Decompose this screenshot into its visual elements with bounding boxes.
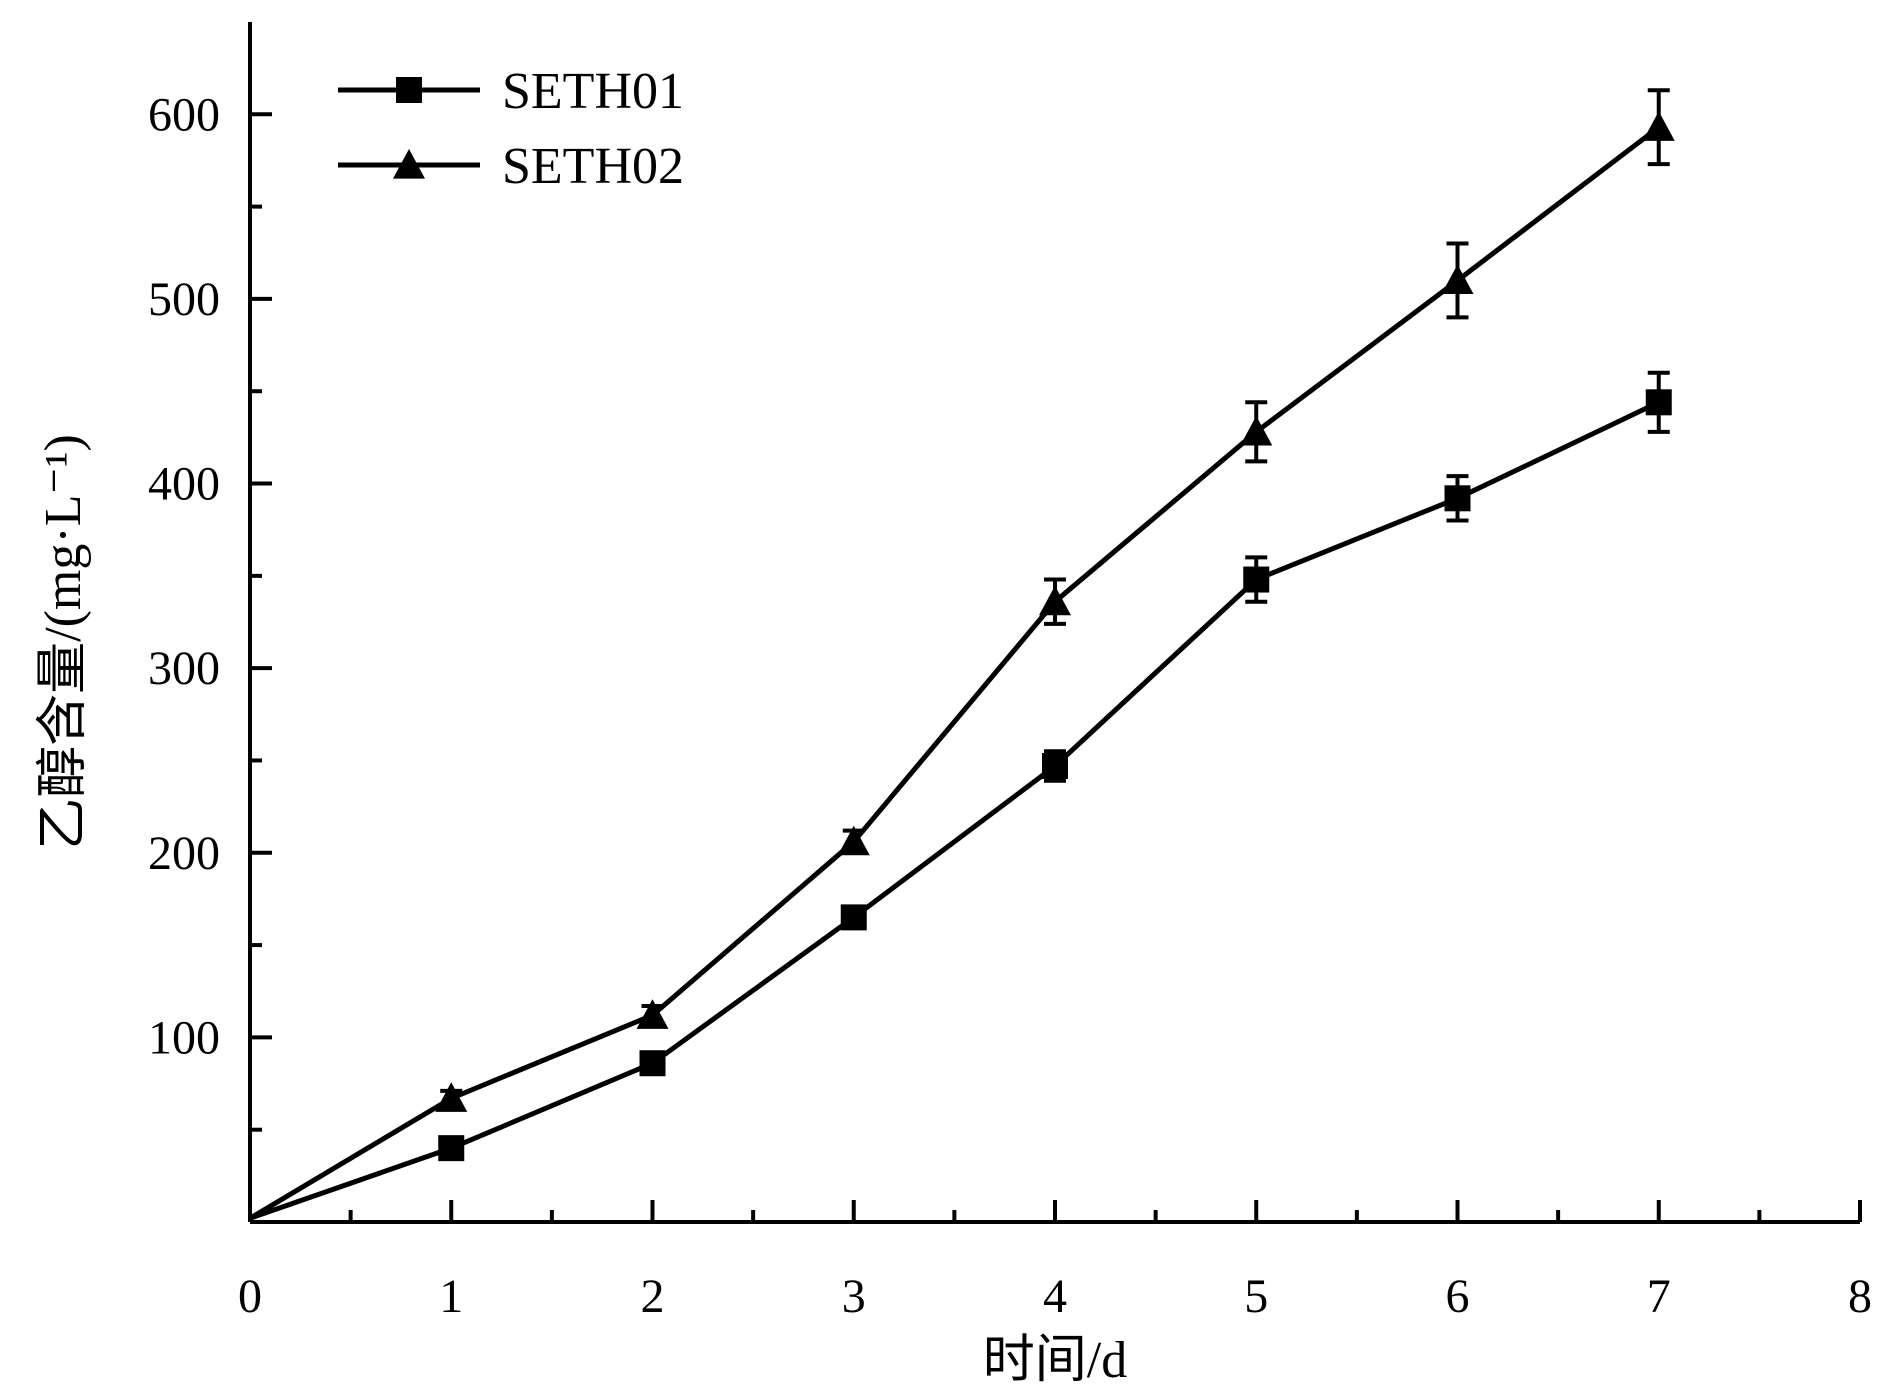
legend-label: SETH02 <box>502 138 684 195</box>
y-tick-label: 300 <box>148 642 220 695</box>
series-SETH02 <box>248 88 1675 1221</box>
data-point <box>1240 415 1273 446</box>
x-tick-label: 6 <box>1446 1270 1470 1323</box>
legend-item: SETH02 <box>338 138 684 195</box>
data-point <box>837 825 870 856</box>
x-axis-title: 时间/d <box>983 1332 1127 1389</box>
x-tick-label: 0 <box>238 1270 262 1323</box>
y-axis-title: 乙醇含量/(mg·L⁻¹) <box>35 434 92 850</box>
data-point <box>636 999 669 1029</box>
x-tick-label: 3 <box>842 1270 866 1323</box>
data-point <box>1642 111 1675 141</box>
data-point <box>1441 264 1474 295</box>
y-tick-label: 200 <box>148 827 220 880</box>
legend-marker <box>393 149 425 179</box>
series-line <box>248 125 1661 1221</box>
x-tick-label: 8 <box>1848 1270 1872 1323</box>
y-tick-label: 100 <box>148 1011 220 1064</box>
x-tick-label: 7 <box>1647 1270 1671 1323</box>
legend-label: SETH01 <box>502 63 684 120</box>
data-point <box>1645 389 1672 416</box>
data-point <box>1042 753 1068 779</box>
x-tick-label: 4 <box>1043 1270 1067 1323</box>
x-tick-label: 5 <box>1244 1270 1268 1323</box>
legend-item: SETH01 <box>338 63 684 120</box>
y-tick-label: 600 <box>148 88 220 141</box>
data-point <box>1243 566 1270 593</box>
x-tick-label: 2 <box>641 1270 665 1323</box>
x-ticks: 0 1 2 3 4 5 6 7 8 <box>238 1200 1872 1323</box>
data-point <box>639 1050 666 1077</box>
data-point <box>435 1082 468 1112</box>
data-point <box>438 1135 465 1162</box>
y-tick-label: 500 <box>148 273 220 326</box>
legend: SETH01 SETH02 <box>338 63 684 195</box>
data-point <box>840 904 867 931</box>
data-point <box>1039 585 1071 616</box>
x-tick-label: 1 <box>439 1270 463 1323</box>
series-layer <box>248 88 1675 1221</box>
series-line <box>249 400 1660 1221</box>
legend-marker <box>396 77 422 103</box>
series-SETH01 <box>249 370 1672 1221</box>
data-point <box>1444 485 1471 512</box>
y-ticks: 100 200 300 400 500 600 <box>148 88 272 1132</box>
y-tick-label: 400 <box>148 458 220 511</box>
